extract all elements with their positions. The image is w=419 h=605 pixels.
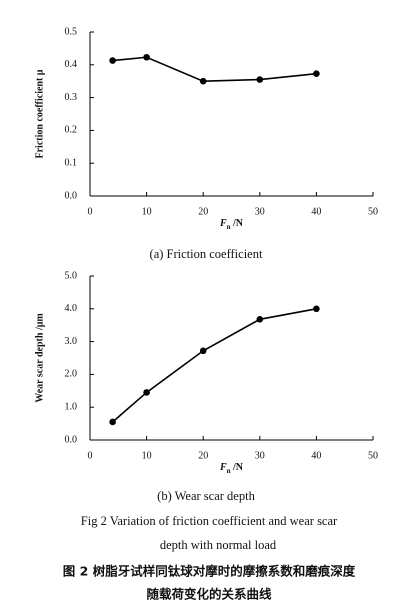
y-tick-label: 0.3 xyxy=(65,92,78,103)
data-point xyxy=(313,305,320,313)
y-tick-label: 5.0 xyxy=(65,270,78,281)
x-axis-label-unit: /N xyxy=(231,462,244,473)
x-axis-label: Fn /N xyxy=(219,462,244,474)
x-tick-label: 0 xyxy=(88,206,93,217)
x-axis-label-main: F xyxy=(219,462,227,473)
y-tick-label: 0.5 xyxy=(65,26,78,37)
y-tick-label: 1.0 xyxy=(65,401,78,412)
x-axis-label-sub: n xyxy=(227,223,231,231)
x-axis-label-sub: n xyxy=(227,467,231,475)
x-axis-label-unit: /N xyxy=(231,218,244,229)
data-point xyxy=(143,389,150,396)
data-line xyxy=(112,56,317,83)
data-point xyxy=(109,57,116,64)
data-line xyxy=(112,308,317,423)
x-tick-label: 50 xyxy=(368,206,378,217)
data-point xyxy=(109,418,116,426)
chart-caption: (a) Friction coefficient xyxy=(150,247,263,261)
x-tick-label: 30 xyxy=(255,206,265,217)
figure-caption-zh: 图 2 树脂牙试样同钛球对摩时的摩擦系数和磨痕深度 xyxy=(63,564,356,579)
data-point xyxy=(199,77,207,85)
y-tick-label: 0.4 xyxy=(65,59,78,70)
x-tick-label: 10 xyxy=(142,450,152,461)
y-axis-label: Wear scar depth /μm xyxy=(34,313,45,403)
y-tick-label: 3.0 xyxy=(65,336,78,347)
figure-caption: depth with normal load xyxy=(160,538,277,552)
y-axis-label: Friction coefficient μ xyxy=(34,69,45,158)
x-tick-label: 10 xyxy=(142,206,152,217)
x-tick-label: 30 xyxy=(255,450,265,461)
figure-caption: Fig 2 Variation of friction coefficient … xyxy=(81,514,338,528)
data-point xyxy=(256,76,264,83)
y-tick-label: 0.1 xyxy=(65,157,78,168)
x-axis-label: Fn /N xyxy=(219,218,244,230)
data-point xyxy=(313,70,320,77)
x-tick-label: 0 xyxy=(88,450,93,461)
y-tick-label: 2.0 xyxy=(65,369,78,380)
y-tick-label: 0.2 xyxy=(65,125,78,136)
figure-caption-zh: 随载荷变化的关系曲线 xyxy=(146,587,272,602)
y-tick-label: 4.0 xyxy=(65,303,78,314)
y-tick-label: 0.0 xyxy=(65,434,78,445)
x-axis-label-main: F xyxy=(219,218,227,229)
y-tick-label: 0.0 xyxy=(65,190,78,201)
x-tick-label: 20 xyxy=(198,450,208,461)
data-point xyxy=(199,347,207,355)
x-tick-label: 20 xyxy=(198,206,208,217)
x-tick-label: 40 xyxy=(311,450,321,461)
chart-caption: (b) Wear scar depth xyxy=(157,489,255,503)
data-point xyxy=(143,53,150,61)
x-tick-label: 50 xyxy=(368,450,378,461)
data-point xyxy=(256,315,264,323)
x-tick-label: 40 xyxy=(311,206,321,217)
